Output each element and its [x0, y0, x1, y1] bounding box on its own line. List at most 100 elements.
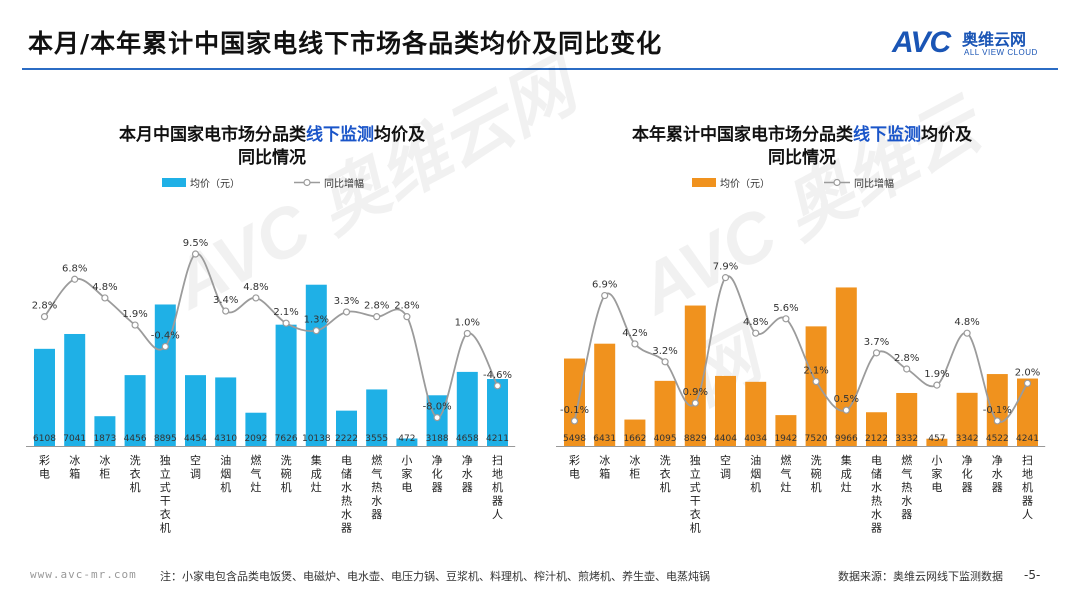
legend-bar-swatch [692, 178, 716, 187]
yoy-label: -8.0% [423, 402, 452, 413]
yoy-point [40, 313, 49, 321]
yoy-label: 9.5% [183, 238, 208, 249]
bar-value-label: 1873 [93, 434, 116, 444]
category-char: 碗 [281, 467, 292, 481]
legend-line-label: 同比增幅 [324, 177, 364, 190]
legend-line-marker [833, 178, 841, 187]
bar-value-label: 6431 [593, 434, 616, 444]
category-char: 机 [690, 521, 701, 535]
category-char: 器 [901, 508, 912, 521]
logo-cn: 奥维云网 [962, 30, 1027, 49]
bar-value-label: 4404 [714, 434, 737, 444]
bar [564, 358, 585, 446]
yoy-label: -0.1% [560, 405, 589, 416]
yoy-label: 1.9% [924, 369, 949, 380]
yoy-point [463, 329, 471, 338]
category-label: 燃气热水器 [901, 453, 912, 521]
category-char: 机 [750, 480, 761, 494]
yoy-point [191, 250, 200, 258]
category-char: 小 [931, 454, 942, 467]
category-char: 彩 [39, 454, 50, 467]
yoy-point [71, 275, 79, 283]
bar-value-label: 3188 [426, 434, 449, 444]
bar-value-label: 6108 [33, 434, 56, 444]
bar [94, 416, 116, 446]
category-char: 油 [220, 453, 231, 467]
yoy-label: 0.9% [683, 387, 708, 398]
category-char: 燃 [371, 453, 382, 467]
category-char: 灶 [780, 481, 791, 494]
category-char: 化 [432, 467, 443, 481]
category-char: 热 [871, 495, 882, 508]
category-label: 冰柜 [99, 454, 110, 481]
bar-value-label: 7626 [275, 434, 298, 444]
yoy-label: 2.0% [1015, 367, 1040, 378]
chart-title-line2: 同比情况 [238, 147, 306, 168]
bar-value-label: 2122 [865, 434, 888, 444]
yoy-point [101, 294, 109, 302]
yoy-point [631, 340, 639, 348]
category-char: 器 [432, 481, 443, 494]
bar [215, 377, 237, 446]
category-char: 烟 [220, 467, 231, 481]
bar-value-label: 472 [398, 434, 415, 444]
category-label: 洗碗机 [811, 454, 822, 494]
yoy-point [403, 313, 411, 321]
yoy-point [721, 274, 730, 282]
category-label: 独立式干衣机 [690, 454, 701, 535]
category-char: 水 [871, 481, 882, 494]
bar [366, 389, 388, 446]
bar-value-label: 5498 [563, 434, 586, 444]
bar [64, 333, 86, 446]
yoy-label: -0.1% [983, 405, 1012, 416]
category-char: 电 [39, 468, 50, 481]
category-label: 洗碗机 [281, 454, 292, 494]
category-char: 集 [841, 453, 852, 467]
category-label: 燃气灶 [780, 453, 791, 494]
category-char: 冰 [599, 454, 610, 467]
yoy-point [282, 319, 290, 327]
footer-site: www.avc-mr.com [30, 568, 137, 581]
bar [305, 284, 327, 446]
chart-title-line2: 同比情况 [768, 147, 836, 168]
category-char: 器 [1022, 495, 1033, 508]
category-char: 气 [371, 467, 382, 481]
category-char: 电 [931, 481, 942, 494]
category-char: 器 [462, 481, 473, 494]
category-char: 干 [690, 495, 701, 508]
category-char: 机 [281, 480, 292, 494]
chart-title: 本年累计中国家电市场分品类线下监测均价及 [632, 124, 973, 145]
yoy-label: 3.7% [864, 337, 889, 348]
category-char: 人 [492, 508, 503, 521]
category-char: 气 [901, 467, 912, 481]
category-char: 气 [250, 467, 261, 481]
category-char: 小 [401, 454, 412, 467]
category-char: 成 [841, 468, 852, 481]
category-char: 灶 [311, 481, 322, 494]
category-char: 油 [750, 453, 761, 467]
yoy-point [433, 414, 441, 422]
category-char: 集 [311, 453, 322, 467]
bar [1017, 378, 1038, 446]
category-char: 扫 [492, 454, 503, 467]
category-label: 油烟机 [750, 453, 761, 494]
category-char: 水 [341, 481, 352, 494]
bar-value-label: 9966 [835, 434, 858, 444]
category-char: 水 [341, 508, 352, 521]
category-char: 洗 [811, 454, 822, 467]
category-char: 独 [690, 454, 701, 467]
yoy-point [312, 327, 320, 335]
category-char: 家 [931, 467, 942, 481]
category-label: 小家电 [931, 454, 942, 494]
yoy-label: 1.9% [122, 309, 147, 320]
yoy-point [963, 329, 971, 337]
yoy-point [812, 377, 820, 386]
yoy-point [342, 308, 351, 316]
yoy-label: 4.8% [243, 282, 268, 293]
page-number: -5- [1024, 568, 1041, 582]
category-char: 衣 [160, 507, 171, 521]
bar-value-label: 4658 [456, 434, 479, 444]
category-char: 机 [220, 480, 231, 494]
category-char: 空 [720, 453, 731, 467]
